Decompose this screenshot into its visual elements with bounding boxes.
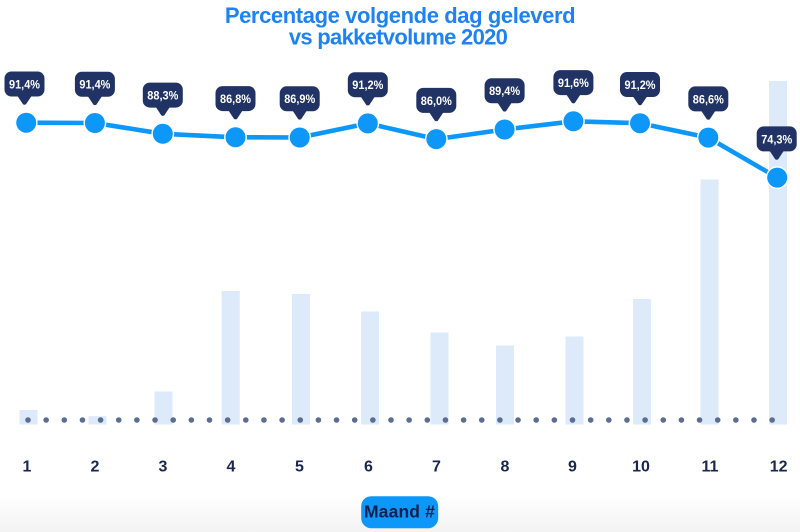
svg-text:2: 2: [91, 459, 100, 476]
svg-text:3: 3: [159, 459, 168, 476]
svg-text:5: 5: [295, 459, 304, 476]
svg-text:10: 10: [632, 459, 650, 476]
svg-text:86,8%: 86,8%: [220, 92, 251, 106]
svg-text:6: 6: [364, 459, 373, 476]
svg-text:86,6%: 86,6%: [693, 92, 724, 106]
svg-text:91,2%: 91,2%: [625, 78, 656, 92]
svg-text:74,3%: 74,3%: [761, 132, 792, 146]
svg-text:91,4%: 91,4%: [79, 78, 110, 92]
svg-text:91,6%: 91,6%: [558, 76, 589, 90]
svg-text:Maand #: Maand #: [364, 502, 435, 522]
svg-text:86,9%: 86,9%: [284, 92, 315, 106]
svg-text:4: 4: [227, 459, 236, 476]
svg-text:89,4%: 89,4%: [489, 84, 520, 98]
svg-text:86,0%: 86,0%: [421, 94, 452, 108]
svg-text:11: 11: [702, 459, 719, 476]
svg-text:1: 1: [23, 459, 32, 476]
svg-text:Percentage volgende dag geleve: Percentage volgende dag geleverd: [225, 3, 575, 28]
svg-text:91,4%: 91,4%: [9, 77, 40, 91]
svg-text:8: 8: [501, 459, 510, 476]
svg-text:12: 12: [770, 459, 788, 476]
svg-text:88,3%: 88,3%: [147, 89, 178, 103]
svg-text:7: 7: [432, 459, 441, 476]
svg-text:91,2%: 91,2%: [352, 78, 383, 92]
svg-text:vs pakketvolume 2020: vs pakketvolume 2020: [289, 25, 508, 50]
svg-text:9: 9: [568, 459, 577, 476]
